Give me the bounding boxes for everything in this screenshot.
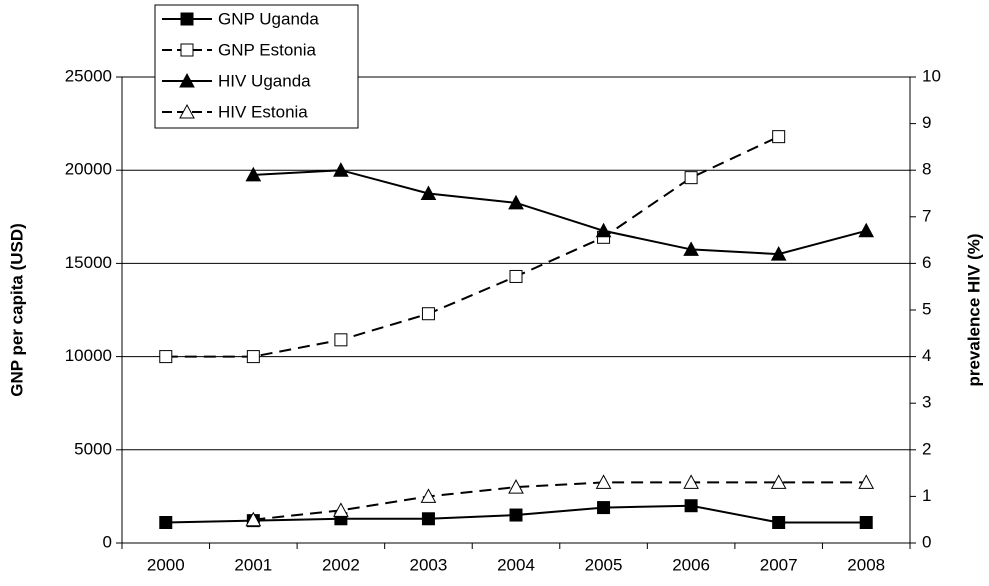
point: [159, 350, 173, 364]
y-tick-label: 20000: [65, 160, 112, 179]
y2-tick-label: 1: [922, 486, 931, 505]
point: [333, 162, 349, 177]
y-axis-label: GNP per capita (USD): [7, 223, 26, 397]
point: [772, 130, 786, 144]
y-tick-label: 0: [103, 532, 112, 551]
point: [684, 499, 698, 513]
series-line: [253, 481, 867, 521]
legend-marker: [179, 72, 195, 88]
point: [683, 241, 699, 256]
point: [859, 515, 873, 529]
y2-tick-label: 2: [922, 439, 931, 458]
y2-tick-label: 6: [922, 253, 931, 272]
y2-tick-label: 10: [922, 66, 941, 85]
point: [770, 246, 787, 261]
point: [770, 474, 787, 489]
y2-tick-label: 9: [922, 113, 931, 132]
point: [595, 222, 612, 238]
point: [595, 474, 612, 489]
legend-marker: [179, 103, 195, 119]
point: [597, 501, 611, 515]
x-tick-label: 2001: [234, 555, 272, 574]
point: [683, 474, 699, 489]
point: [245, 511, 262, 527]
legend-label: HIV Estonia: [218, 102, 308, 121]
y2-tick-label: 4: [922, 346, 931, 365]
legend-label: GNP Estonia: [218, 40, 317, 59]
x-tick-label: 2005: [585, 555, 623, 574]
point: [245, 166, 262, 182]
point: [420, 185, 437, 200]
y-tick-label: 10000: [65, 346, 112, 365]
legend-marker: [180, 12, 194, 26]
point: [508, 479, 524, 494]
y2-tick-label: 5: [922, 299, 931, 318]
y-tick-label: 15000: [65, 253, 112, 272]
point: [421, 307, 435, 321]
point: [508, 194, 524, 210]
x-tick-label: 2006: [672, 555, 710, 574]
point: [421, 512, 435, 526]
point: [858, 222, 875, 238]
point: [334, 333, 348, 347]
legend-marker: [180, 43, 194, 57]
point: [159, 515, 173, 529]
y2-tick-label: 0: [922, 532, 931, 551]
y2-tick-label: 8: [922, 160, 931, 179]
legend-label: HIV Uganda: [218, 71, 311, 90]
y2-tick-label: 3: [922, 393, 931, 412]
point: [509, 508, 523, 522]
series-line: [165, 135, 780, 358]
point: [684, 171, 698, 185]
x-tick-label: 2000: [147, 555, 185, 574]
point: [333, 502, 349, 517]
series-line: [253, 169, 867, 256]
x-tick-label: 2002: [322, 555, 360, 574]
point: [772, 515, 786, 529]
y2-tick-label: 7: [922, 206, 931, 225]
y-tick-label: 5000: [74, 439, 112, 458]
point: [420, 488, 437, 503]
point: [509, 269, 523, 283]
x-tick-label: 2007: [760, 555, 798, 574]
x-tick-label: 2004: [497, 555, 535, 574]
legend-label: GNP Uganda: [218, 9, 319, 28]
y-tick-label: 25000: [65, 66, 112, 85]
y2-axis-label: prevalence HIV (%): [964, 233, 983, 386]
x-tick-label: 2008: [847, 555, 885, 574]
point: [858, 474, 875, 489]
x-tick-label: 2003: [410, 555, 448, 574]
point: [246, 350, 260, 364]
